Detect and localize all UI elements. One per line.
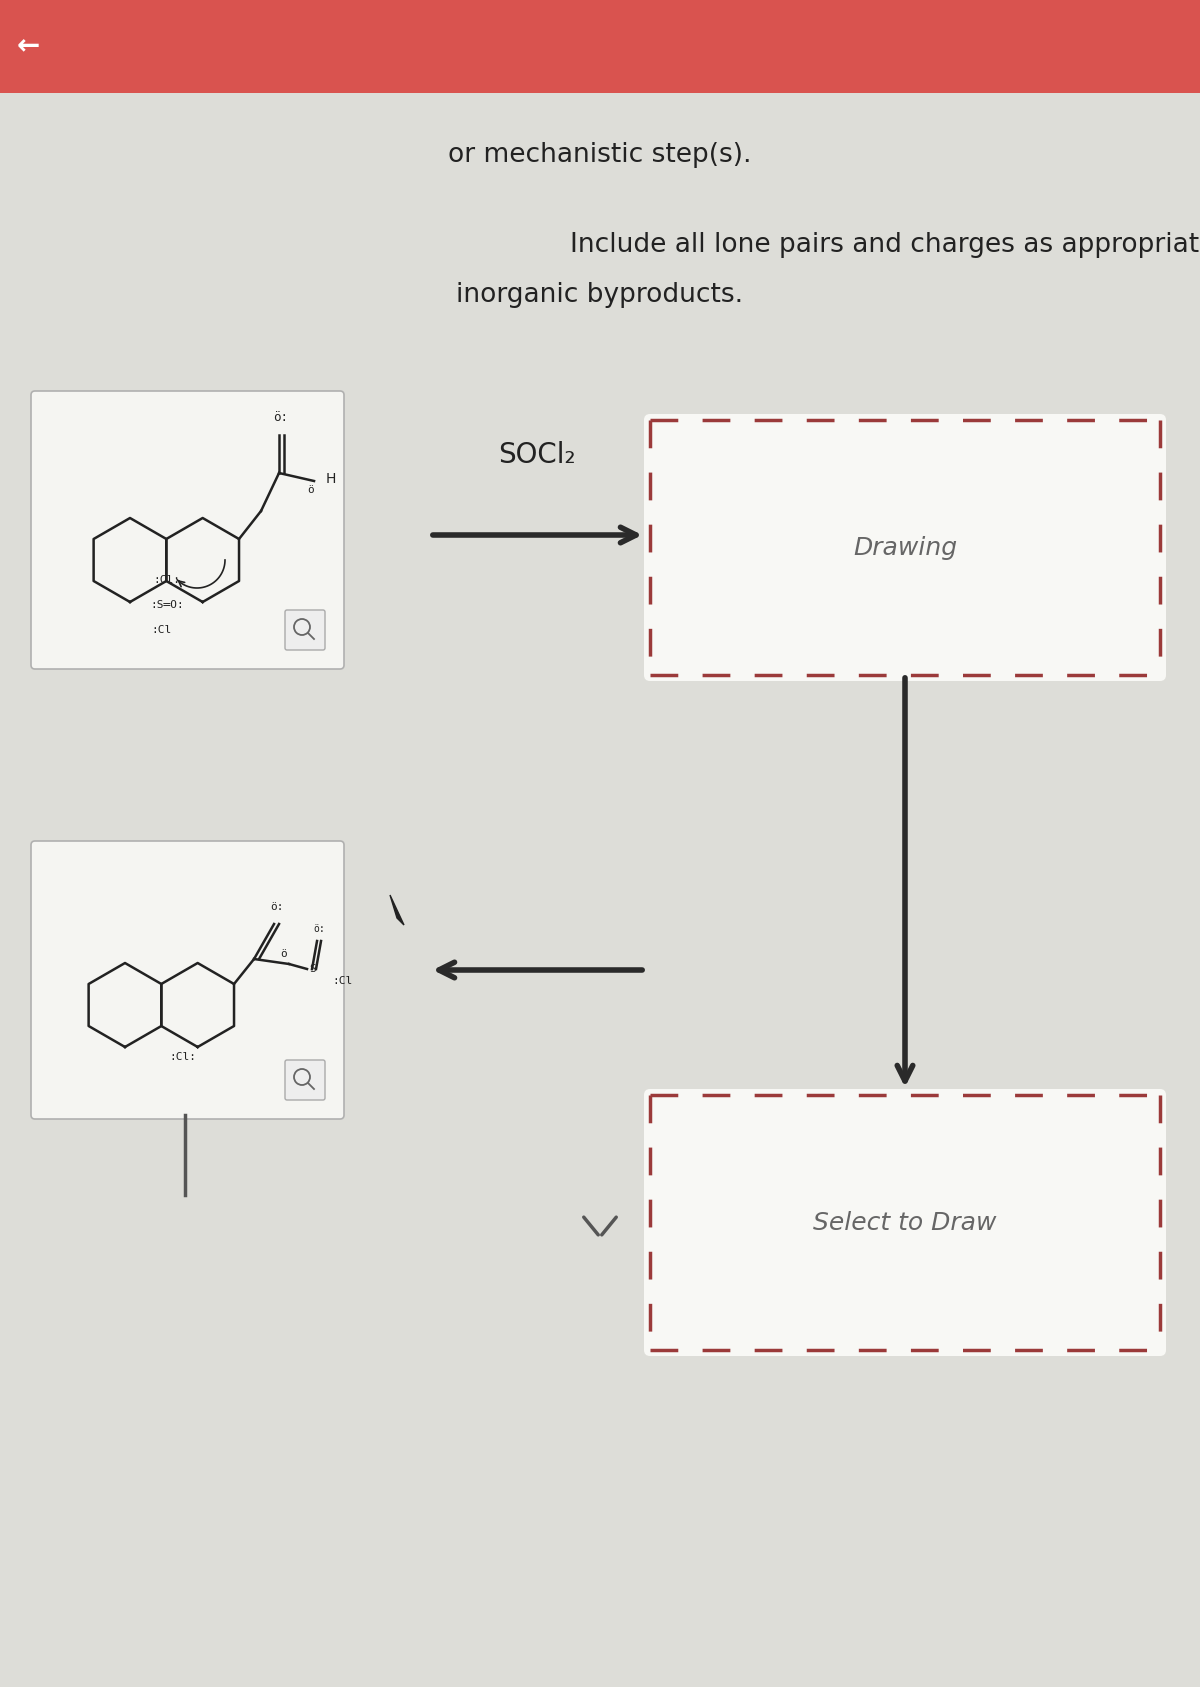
Bar [0,0,1200,93]
Text: ö:: ö: [274,410,288,423]
Text: :Cl:: :Cl: [154,575,180,585]
Text: H: H [326,472,336,486]
Text: :Cl: :Cl [332,977,353,985]
Text: :Cl:: :Cl: [169,1053,197,1063]
FancyBboxPatch shape [644,413,1166,682]
FancyBboxPatch shape [286,611,325,649]
Text: S: S [310,963,316,973]
Text: ö:: ö: [270,903,283,913]
Text: ö:: ö: [313,924,325,935]
FancyBboxPatch shape [31,391,344,670]
Text: Select to Draw: Select to Draw [814,1211,997,1235]
FancyBboxPatch shape [31,842,344,1118]
Text: Include all lone pairs and charges as appropriate. Ignore: Include all lone pairs and charges as ap… [570,233,1200,258]
Text: :S═O:: :S═O: [150,601,184,611]
Text: ö: ö [307,484,314,494]
Text: ö: ö [281,950,288,958]
Polygon shape [390,896,404,924]
Text: :Cl: :Cl [152,624,172,634]
Text: inorganic byproducts.: inorganic byproducts. [456,282,744,309]
Text: Drawing: Drawing [853,535,958,560]
Text: ←: ← [17,32,40,61]
Text: or mechanistic step(s).: or mechanistic step(s). [449,142,751,169]
FancyBboxPatch shape [644,1090,1166,1356]
Text: SOCl₂: SOCl₂ [498,440,576,469]
FancyBboxPatch shape [286,1059,325,1100]
